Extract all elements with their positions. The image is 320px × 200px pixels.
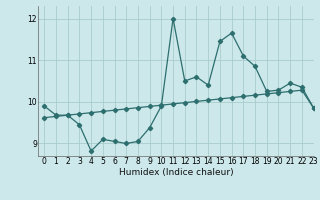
X-axis label: Humidex (Indice chaleur): Humidex (Indice chaleur) bbox=[119, 168, 233, 177]
